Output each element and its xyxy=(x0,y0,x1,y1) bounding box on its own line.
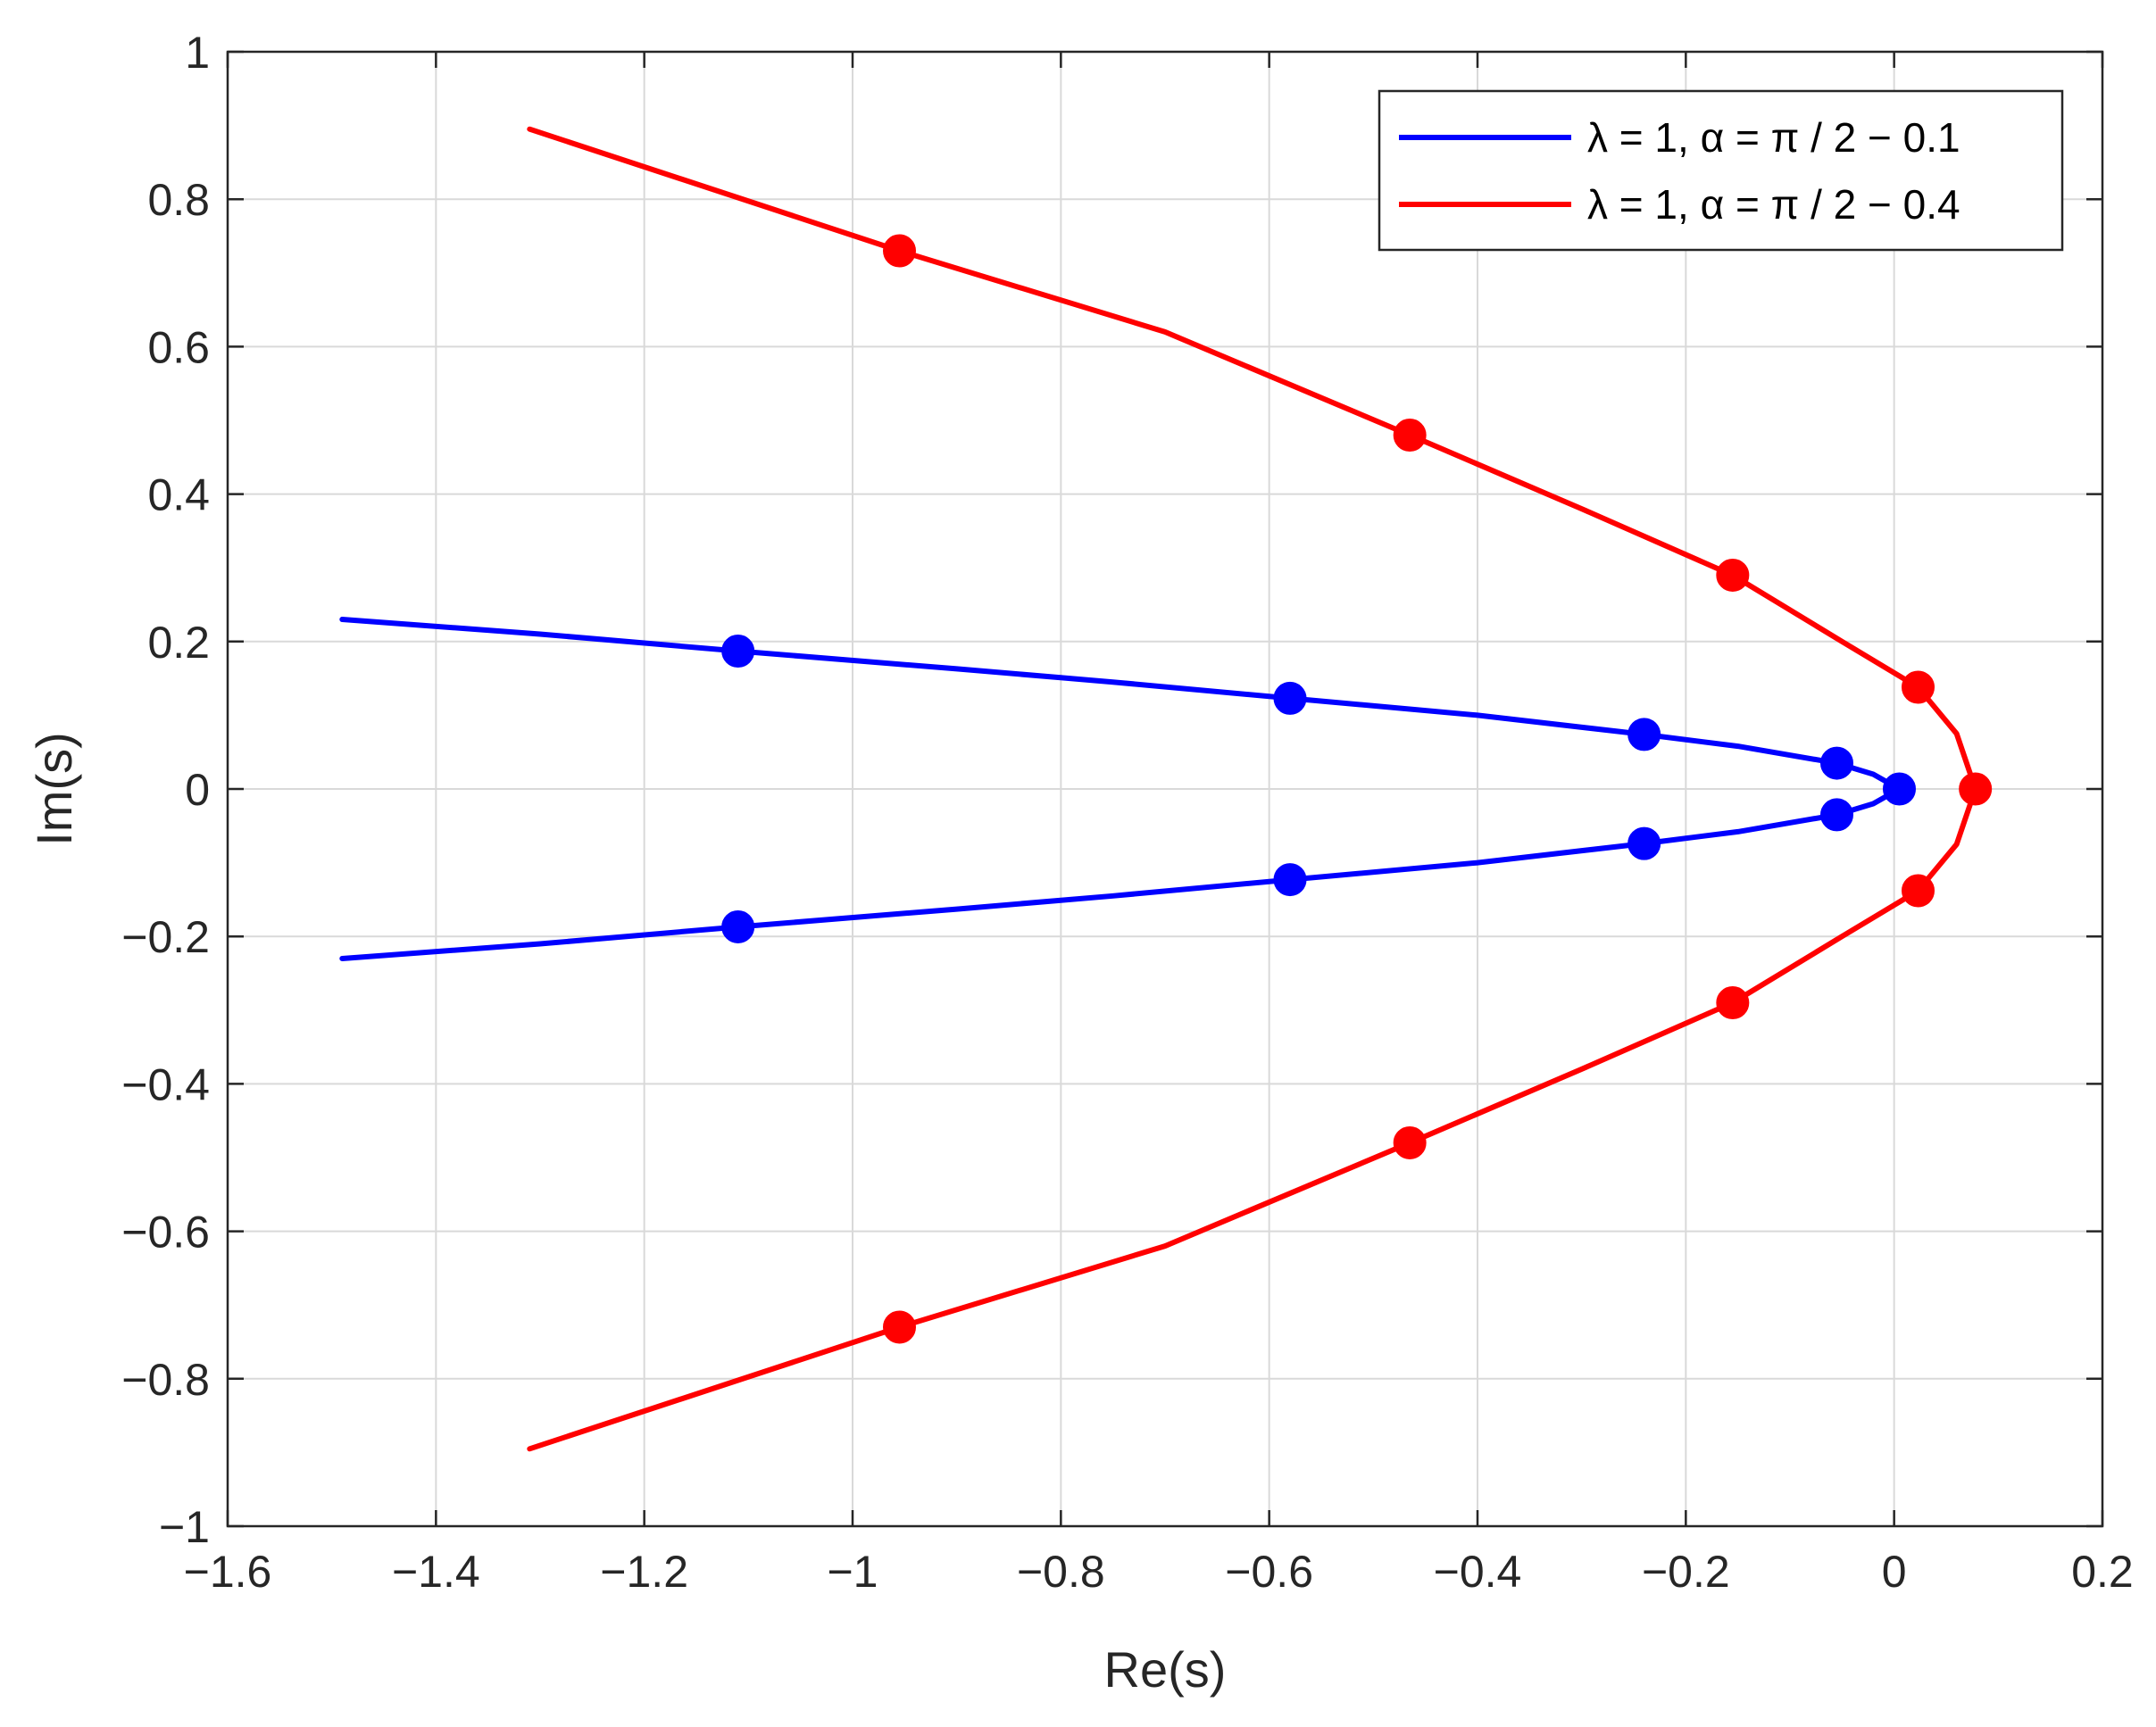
series-2-marker xyxy=(1902,670,1935,704)
x-tick-label: −1 xyxy=(827,1547,878,1597)
series-2-marker xyxy=(1959,772,1993,806)
y-tick-label: −1 xyxy=(159,1502,210,1552)
x-tick-label: −1.6 xyxy=(184,1547,272,1597)
x-tick-label: −1.2 xyxy=(600,1547,688,1597)
series-2-marker xyxy=(1393,1125,1427,1159)
x-tick-label: −0.4 xyxy=(1434,1547,1522,1597)
y-tick-label: 0.2 xyxy=(147,618,210,668)
x-tick-label: −0.2 xyxy=(1642,1547,1730,1597)
y-tick-label: −0.2 xyxy=(121,912,210,962)
y-tick-label: 0 xyxy=(185,765,210,815)
x-tick-label: 0.2 xyxy=(2071,1547,2134,1597)
x-axis-label: Re(s) xyxy=(1104,1641,1227,1698)
series-1-marker xyxy=(721,909,755,943)
series-1-marker xyxy=(1883,772,1916,806)
series-2-marker xyxy=(883,234,916,268)
x-tick-label: −0.8 xyxy=(1017,1547,1105,1597)
series-1-marker xyxy=(1820,798,1853,832)
series-2-marker xyxy=(1902,874,1935,908)
series-2-marker xyxy=(883,1310,916,1344)
y-tick-label: −0.8 xyxy=(121,1355,210,1405)
x-tick-label: −1.4 xyxy=(392,1547,480,1597)
series-1-marker xyxy=(1273,681,1307,715)
y-tick-label: 1 xyxy=(185,28,210,78)
y-tick-label: −0.4 xyxy=(121,1059,210,1109)
x-tick-label: −0.6 xyxy=(1225,1547,1313,1597)
y-axis-label: Im(s) xyxy=(26,732,82,846)
series-1-marker xyxy=(1627,718,1661,751)
y-tick-label: 0.6 xyxy=(147,322,210,372)
legend-label-series-1: λ = 1, α = π / 2 − 0.1 xyxy=(1587,114,1960,161)
axis-ticks: −1.6 −1.4 −1.2 −1 −0.8 −0.6 −0.4 −0.2 0 0.2 −1 −0.8… xyxy=(121,28,2133,1597)
series-1-marker xyxy=(721,635,755,668)
y-tick-label: −0.6 xyxy=(121,1208,210,1258)
series-2-marker xyxy=(1716,558,1750,592)
legend-label-series-2: λ = 1, α = π / 2 − 0.4 xyxy=(1587,181,1960,228)
legend: λ = 1, α = π / 2 − 0.1 λ = 1, α = π / 2 … xyxy=(1378,89,2064,252)
series-1-marker xyxy=(1273,863,1307,897)
y-tick-label: 0.4 xyxy=(147,470,210,520)
series-layer xyxy=(339,126,1993,1452)
x-tick-label: 0 xyxy=(1882,1547,1907,1597)
series-1-marker xyxy=(1820,746,1853,780)
y-tick-label: 0.8 xyxy=(147,175,210,225)
series-2-marker xyxy=(1393,419,1427,453)
legend-box xyxy=(1378,89,2064,252)
series-2-marker xyxy=(1716,986,1750,1020)
series-1-marker xyxy=(1627,826,1661,860)
